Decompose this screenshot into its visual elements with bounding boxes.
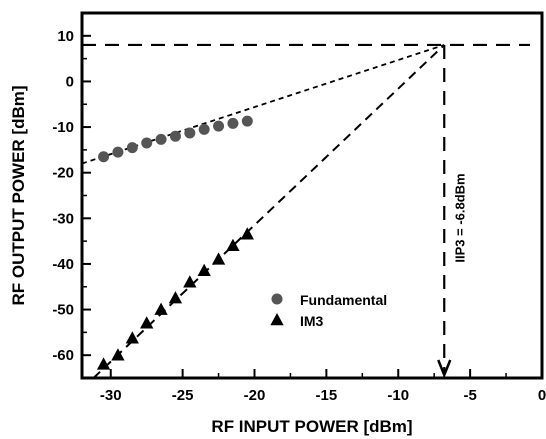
intercept-guides <box>82 43 530 379</box>
fundamental-point <box>241 115 253 127</box>
fundamental-point <box>98 151 110 163</box>
y-tick-label: 10 <box>57 28 74 45</box>
y-tick-label: -40 <box>52 256 74 273</box>
x-tick-label: -5 <box>463 387 476 404</box>
im3-point <box>125 331 139 344</box>
legend-im3-marker <box>270 313 284 326</box>
im3-point <box>211 252 226 265</box>
fundamental-point <box>155 133 167 145</box>
y-tick-label: -10 <box>52 119 74 136</box>
y-tick-label: -20 <box>52 165 74 182</box>
fundamental-point <box>213 120 225 132</box>
x-tick-label: -30 <box>100 387 122 404</box>
im3-point <box>240 227 254 240</box>
legend-im3-label: IM3 <box>300 313 324 329</box>
iip3-annotation: IIP3 = -6.8dBm <box>452 173 467 262</box>
fundamental-point <box>169 130 181 142</box>
extrapolation-line-im3 <box>92 44 445 379</box>
x-tick-label: -10 <box>387 387 409 404</box>
x-tick-label: 0 <box>538 387 546 404</box>
x-axis-label: RF INPUT POWER [dBm] <box>211 417 412 436</box>
y-tick-label: -50 <box>52 302 74 319</box>
fundamental-point <box>112 146 124 158</box>
im3-point <box>111 348 125 361</box>
extrapolation-lines <box>81 44 445 379</box>
y-tick-label: -30 <box>52 210 74 227</box>
fundamental-point <box>126 142 138 154</box>
im3-point <box>168 291 183 304</box>
fundamental-point <box>198 123 210 135</box>
fundamental-point <box>141 137 153 149</box>
im3-point <box>197 263 211 277</box>
x-tick-label: -25 <box>172 387 194 404</box>
arrow-down-icon <box>437 359 452 379</box>
x-tick-label: -20 <box>244 387 266 404</box>
fundamental-point <box>184 127 196 139</box>
data-points <box>96 115 254 370</box>
im3-point <box>183 275 197 288</box>
im3-point <box>96 357 111 370</box>
legend-fundamental-label: Fundamental <box>300 292 387 308</box>
im3-point <box>154 302 168 315</box>
legend: Fundamental IM3 <box>270 292 387 329</box>
y-axis-label: RF OUTPUT POWER [dBm] <box>9 85 28 305</box>
im3-point <box>140 316 154 329</box>
legend-fundamental-marker <box>271 293 283 305</box>
im3-point <box>226 238 240 251</box>
y-tick-label: -60 <box>52 347 74 364</box>
x-tick-label: -15 <box>316 387 338 404</box>
y-tick-label: 0 <box>66 73 74 90</box>
fundamental-point <box>227 117 239 129</box>
